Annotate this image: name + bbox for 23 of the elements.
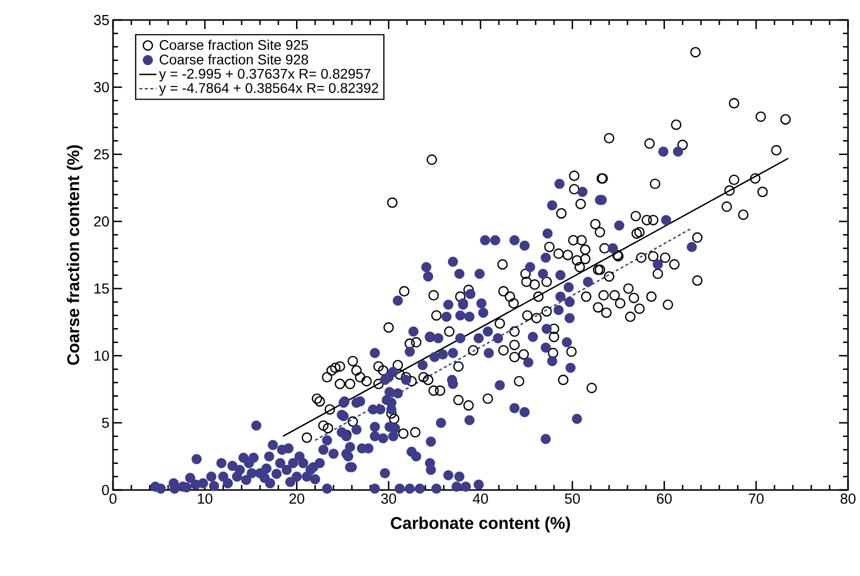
- x-tick-label: 40: [472, 494, 488, 504]
- y-tick-label: 20: [94, 216, 109, 227]
- legend-label: y = -4.7864 + 0.38564x R= 0.82392: [159, 83, 378, 96]
- y-tick-label: 25: [94, 149, 109, 160]
- legend-label: y = -2.995 + 0.37637x R= 0.82957: [159, 68, 370, 82]
- y-tick-label: 5: [102, 418, 109, 428]
- legend-label: Coarse fraction Site 928: [160, 54, 308, 65]
- y-tick-label: 30: [94, 82, 109, 92]
- x-tick-label: 70: [748, 494, 764, 504]
- x-axis-title: Carbonate content (%): [390, 516, 570, 532]
- x-tick-label: 30: [381, 494, 396, 504]
- y-tick-label: 15: [94, 284, 109, 294]
- y-axis-title: Coarse fraction content (%): [66, 145, 83, 365]
- y-tick-label: 10: [94, 350, 109, 361]
- y-tick-label: 35: [94, 14, 109, 26]
- x-tick-label: 60: [656, 494, 672, 504]
- x-tick-label: 0: [110, 494, 116, 504]
- legend-label: Coarse fraction Site 925: [160, 40, 308, 50]
- x-tick-label: 10: [198, 494, 212, 504]
- x-tick-label: 50: [564, 494, 580, 504]
- x-tick-label: 20: [289, 494, 304, 504]
- x-tick-label: 80: [840, 494, 856, 504]
- y-tick-label: 0: [102, 484, 109, 496]
